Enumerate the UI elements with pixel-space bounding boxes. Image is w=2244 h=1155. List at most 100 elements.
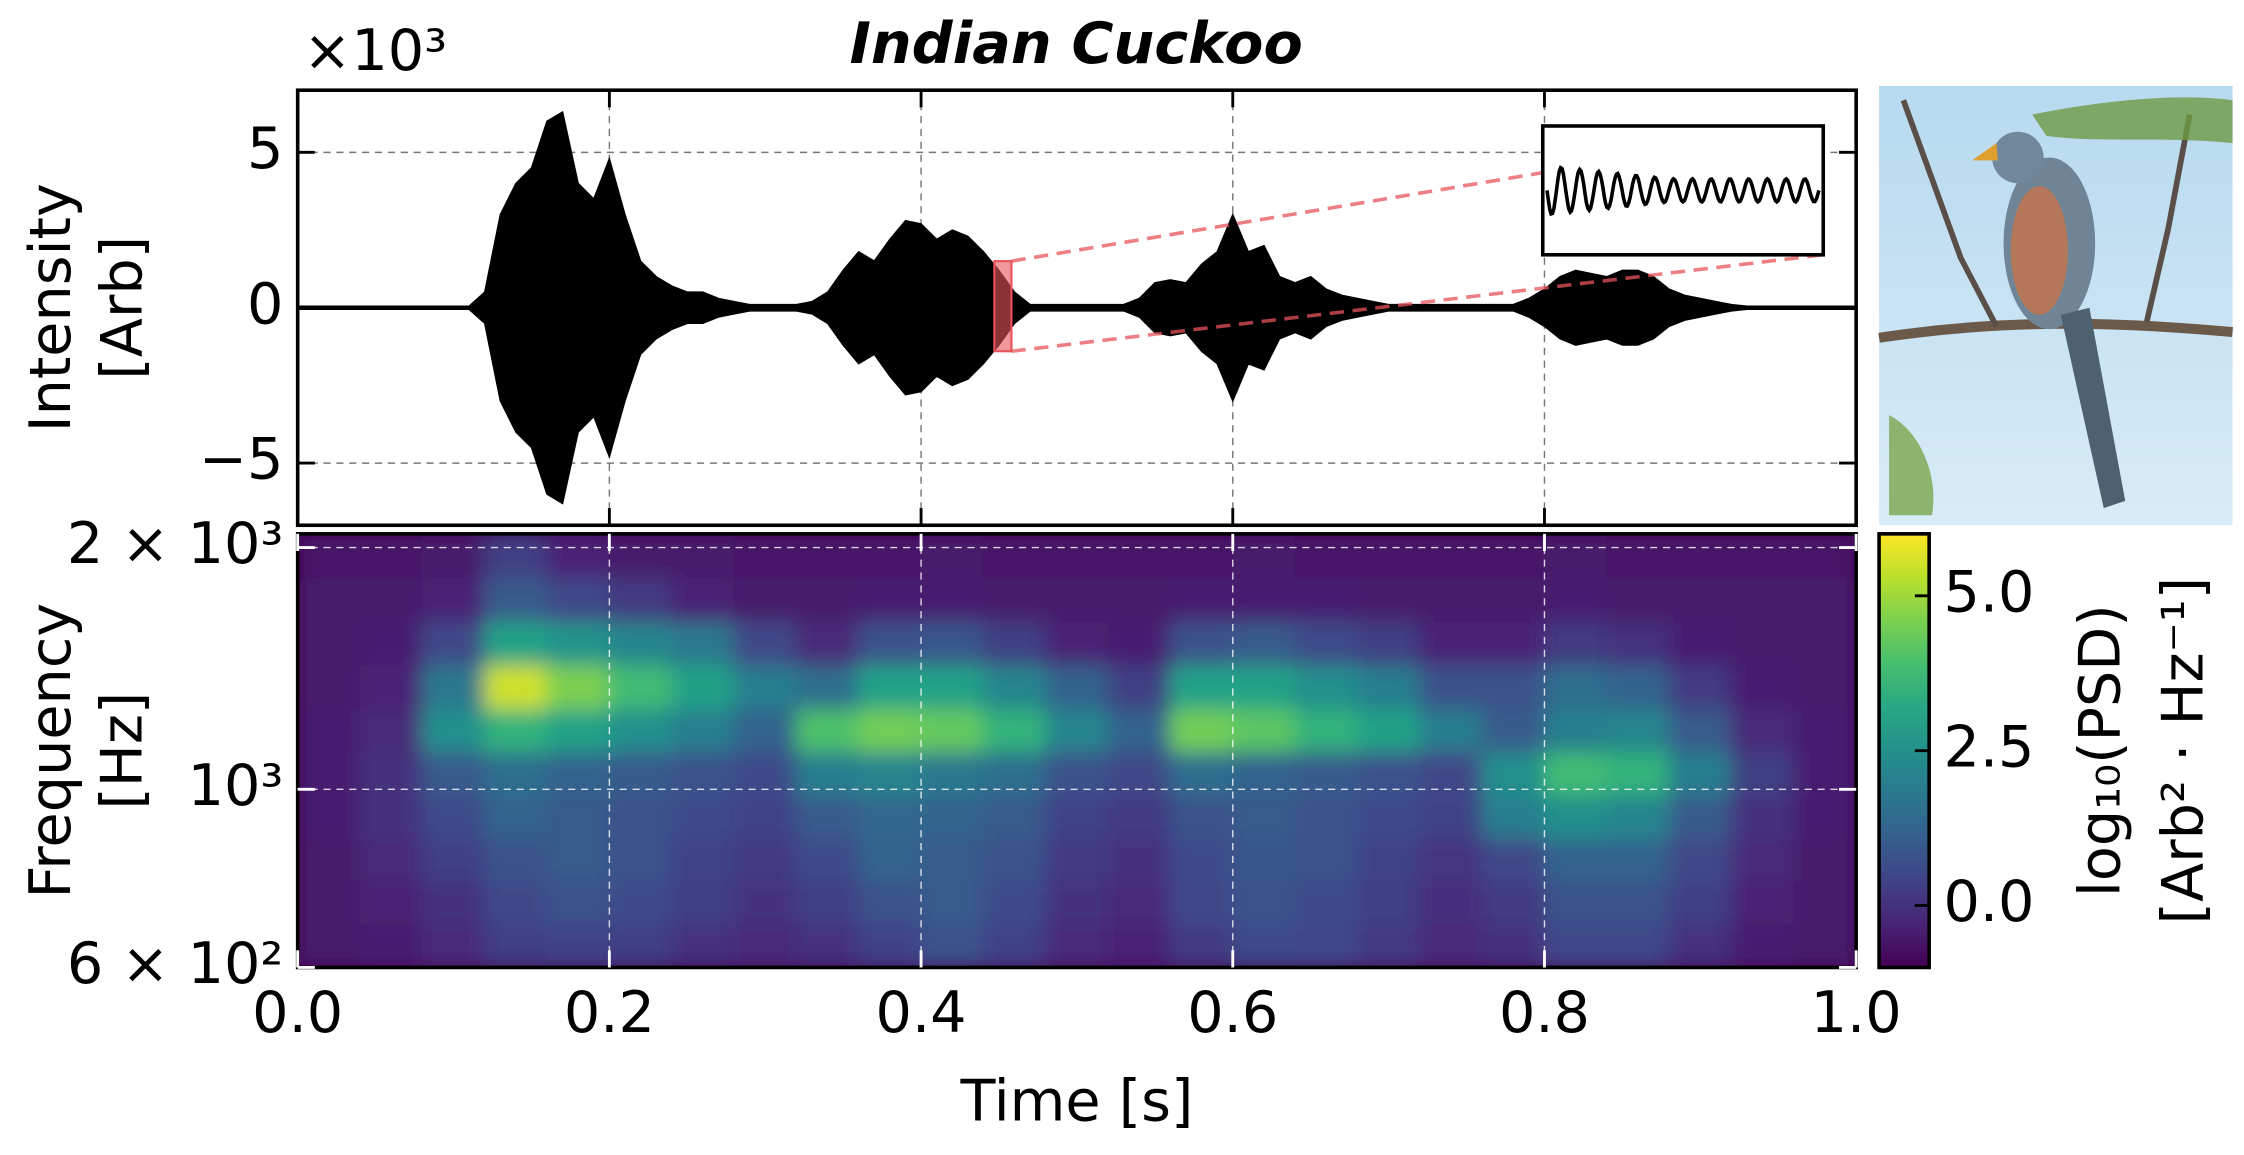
- axis-multiplier: ×10³: [303, 18, 447, 84]
- heatmap-cell: [483, 879, 548, 925]
- heatmap-cell: [795, 750, 860, 796]
- heatmap-cell: [670, 923, 735, 968]
- heatmap-cell: [1543, 879, 1608, 925]
- heatmap-cell: [1356, 707, 1421, 753]
- bird-head: [1992, 131, 2044, 184]
- heatmap-cell: [359, 533, 424, 579]
- heatmap-cell: [920, 533, 985, 579]
- heatmap-cell: [920, 620, 985, 666]
- x-axis-label: Time [s]: [960, 1068, 1194, 1134]
- heatmap-cell: [297, 879, 361, 925]
- heatmap-cell: [858, 879, 922, 925]
- heatmap-cell: [1543, 533, 1608, 579]
- heatmap-cell: [1730, 750, 1795, 796]
- heatmap-cell: [1481, 663, 1546, 710]
- heatmap-cell: [1294, 663, 1359, 710]
- heatmap-cell: [1232, 879, 1296, 925]
- heatmap-cell: [1356, 879, 1421, 925]
- heatmap-cell: [297, 837, 361, 882]
- heatmap-cell: [1169, 879, 1234, 925]
- heatmap-cell: [483, 707, 548, 753]
- heatmap-cell: [670, 576, 735, 622]
- heatmap-cell: [1793, 663, 1857, 710]
- heatmap-cell: [1543, 837, 1608, 882]
- heatmap-cell: [546, 879, 611, 925]
- heatmap-cell: [982, 750, 1047, 796]
- zoom-region: [993, 260, 1013, 353]
- heatmap-cell: [546, 793, 611, 839]
- heatmap-cell: [1107, 533, 1172, 579]
- heatmap-cell: [1793, 750, 1857, 796]
- leaves: [2032, 97, 2233, 144]
- heatmap-cell: [421, 837, 486, 882]
- heatmap-cell: [1169, 576, 1234, 622]
- heatmap-cell: [483, 837, 548, 882]
- heatmap-cell: [546, 620, 611, 666]
- heatmap-cell: [1107, 576, 1172, 622]
- heatmap-cell: [1045, 750, 1109, 796]
- heatmap-cell: [858, 923, 922, 968]
- heatmap-cell: [1481, 576, 1546, 622]
- heatmap-cell: [1730, 923, 1795, 968]
- heatmap-cell: [1045, 707, 1109, 753]
- heatmap-cell: [1668, 663, 1733, 710]
- heatmap-cell: [421, 923, 486, 968]
- axes: −5 0 5 Intensity [Arb] 0.0 0.2 0.4 0.6 0.8 1.0 6 × …: [18, 88, 2216, 1134]
- heatmap-cell: [421, 576, 486, 622]
- heatmap-cell: [670, 750, 735, 796]
- heatmap-cell: [1668, 879, 1733, 925]
- heatmap-cell: [1419, 576, 1483, 622]
- heatmap-cell: [1294, 837, 1359, 882]
- heatmap-cell: [1169, 793, 1234, 839]
- heatmap-cell: [795, 707, 860, 753]
- heatmap-cell: [1606, 750, 1670, 796]
- heatmap-cell: [297, 620, 361, 666]
- colorbar-tick-label: 5.0: [1943, 559, 2034, 625]
- x-tick-label: 1.0: [1811, 980, 1902, 1046]
- y-axis-label: Frequency: [18, 603, 84, 899]
- heatmap-cell: [795, 837, 860, 882]
- heatmap-cell: [733, 793, 798, 839]
- heatmap-cell: [608, 533, 673, 579]
- heatmap-cell: [1045, 923, 1109, 968]
- heatmap-cell: [1356, 750, 1421, 796]
- heatmap-cell: [670, 707, 735, 753]
- heatmap-cell: [1045, 879, 1109, 925]
- heatmap-cell: [421, 879, 486, 925]
- heatmap-cell: [733, 750, 798, 796]
- heatmap-cell: [733, 576, 798, 622]
- heatmap-cell: [297, 576, 361, 622]
- heatmap-cell: [359, 923, 424, 968]
- heatmap-cell: [1793, 620, 1857, 666]
- heatmap-cell: [982, 793, 1047, 839]
- heatmap-cell: [1543, 923, 1608, 968]
- heatmap-cell: [483, 750, 548, 796]
- heatmap-cell: [1107, 750, 1172, 796]
- heatmap-cell: [1543, 576, 1608, 622]
- heatmap-cell: [1419, 879, 1483, 925]
- heatmap: [297, 533, 1857, 968]
- heatmap-cell: [1730, 879, 1795, 925]
- heatmap-cell: [795, 923, 860, 968]
- heatmap-cell: [1668, 793, 1733, 839]
- heatmap-cell: [421, 533, 486, 579]
- heatmap-cell: [1668, 620, 1733, 666]
- chart-title: Indian Cuckoo: [850, 11, 1303, 77]
- heatmap-cell: [733, 533, 798, 579]
- y-tick-label: 5: [247, 116, 283, 182]
- heatmap-cell: [1606, 793, 1670, 839]
- heatmap-cell: [483, 923, 548, 968]
- heatmap-cell: [297, 533, 361, 579]
- heatmap-cell: [1481, 533, 1546, 579]
- heatmap-cell: [359, 750, 424, 796]
- heatmap-cell: [858, 533, 922, 579]
- heatmap-cell: [795, 663, 860, 710]
- y-tick-label: 0: [247, 271, 283, 337]
- heatmap-cell: [1107, 707, 1172, 753]
- heatmap-cell: [608, 879, 673, 925]
- heatmap-cell: [608, 707, 673, 753]
- heatmap-cell: [858, 793, 922, 839]
- y-tick-label: 10³: [188, 753, 284, 819]
- heatmap-cell: [733, 879, 798, 925]
- x-tick-label: 0.2: [564, 980, 655, 1046]
